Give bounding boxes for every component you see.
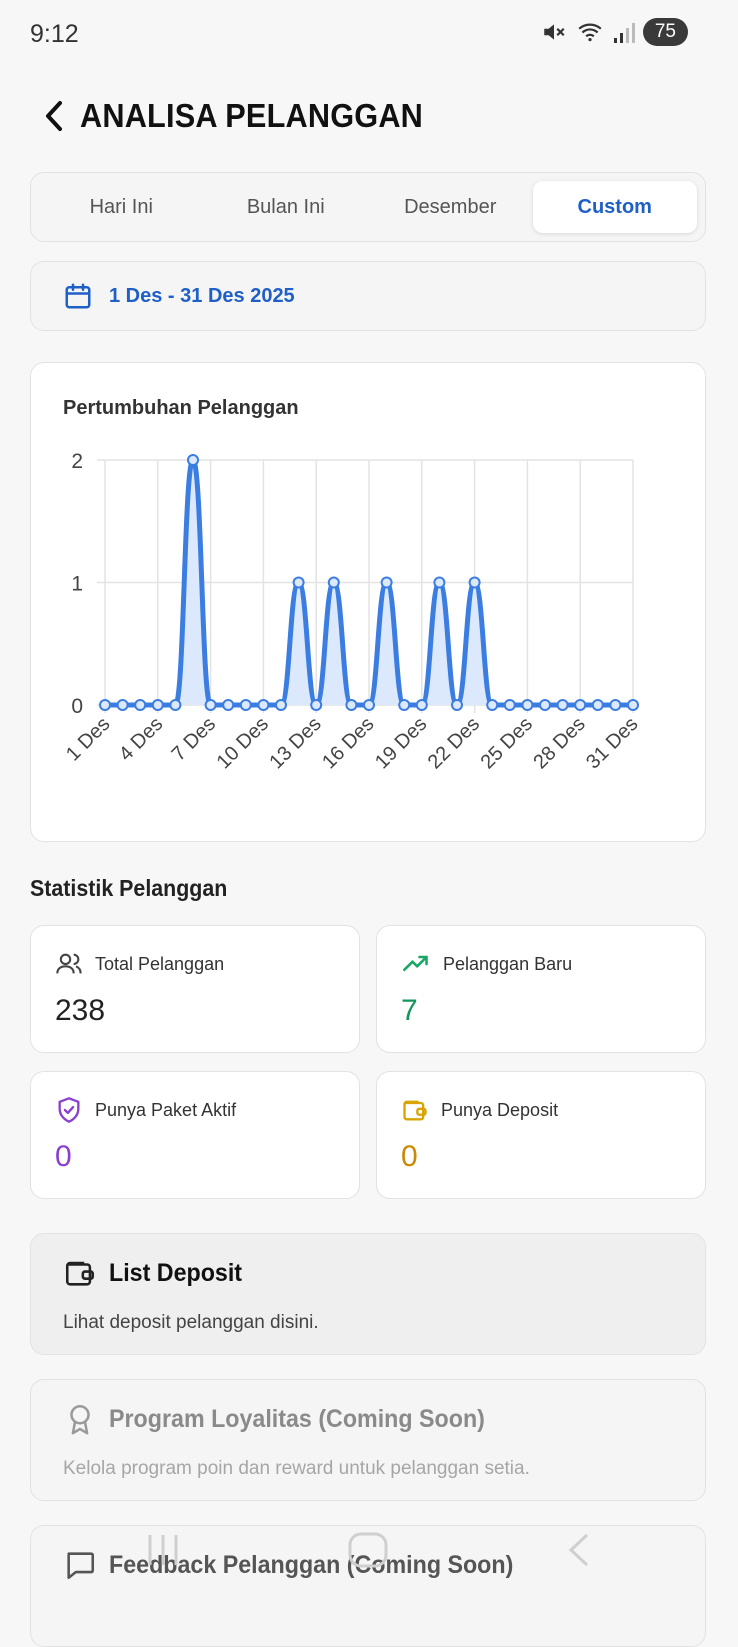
data-point <box>521 699 534 711</box>
data-point <box>239 699 252 711</box>
tab-bulan-ini[interactable]: Bulan Ini <box>246 195 325 218</box>
back-nav-icon[interactable] <box>568 1533 589 1567</box>
data-point <box>116 699 129 711</box>
x-tick-label: 31 Des <box>582 713 642 773</box>
x-tick-label: 10 Des <box>213 713 273 773</box>
program-loyalitas-title: Program Loyalitas (Coming Soon) <box>109 1404 485 1433</box>
stat-label: Punya Deposit <box>441 1099 559 1120</box>
home-icon[interactable] <box>348 1532 388 1568</box>
stat-pelanggan-baru[interactable]: Pelanggan Baru 7 <box>376 925 706 1053</box>
stat-label: Pelanggan Baru <box>443 953 573 974</box>
stat-label: Total Pelanggan <box>95 953 225 974</box>
list-deposit-title: List Deposit <box>109 1258 243 1287</box>
wallet-icon <box>65 1261 95 1286</box>
mute-icon <box>544 24 565 40</box>
stat-label: Punya Paket Aktif <box>95 1099 237 1120</box>
data-point <box>327 576 340 589</box>
program-loyalitas-desc: Kelola program poin dan reward untuk pel… <box>63 1458 530 1479</box>
stats-section-title: Statistik Pelanggan <box>30 875 228 901</box>
data-point <box>415 699 428 711</box>
chevron-left-icon <box>46 101 62 131</box>
header: ANALISA PELANGGAN <box>36 88 449 144</box>
page-title: ANALISA PELANGGAN <box>80 97 424 134</box>
users-icon <box>56 953 82 974</box>
trending-up-icon <box>403 955 428 972</box>
data-point <box>591 699 604 711</box>
data-point <box>468 576 481 589</box>
tab-hari-ini[interactable]: Hari Ini <box>89 195 153 218</box>
chart-title: Pertumbuhan Pelanggan <box>63 397 299 419</box>
data-point <box>503 699 516 711</box>
data-point <box>627 699 639 711</box>
x-tick-label: 28 Des <box>529 713 589 773</box>
data-point <box>451 699 463 711</box>
wallet-icon <box>403 1100 427 1121</box>
calendar-icon <box>65 283 91 309</box>
shield-check-icon <box>58 1097 80 1123</box>
program-loyalitas-card: Program Loyalitas (Coming Soon) Kelola p… <box>30 1379 706 1501</box>
y-tick-label: 1 <box>71 573 83 596</box>
status-time: 9:12 <box>30 20 79 48</box>
message-icon <box>67 1552 95 1580</box>
data-point <box>556 699 569 711</box>
period-tabs: Hari Ini Bulan Ini Desember Custom <box>30 172 706 242</box>
list-deposit-card[interactable]: List Deposit Lihat deposit pelanggan dis… <box>30 1233 706 1355</box>
data-point <box>222 699 235 711</box>
data-point <box>310 699 323 711</box>
data-point <box>539 699 551 711</box>
tab-custom[interactable]: Custom <box>532 181 697 233</box>
data-point <box>345 699 358 711</box>
data-point <box>134 699 147 711</box>
y-tick-label: 2 <box>71 450 83 473</box>
date-range-picker[interactable]: 1 Des - 31 Des 2025 <box>30 261 706 331</box>
data-point <box>275 699 287 711</box>
data-point <box>574 699 587 711</box>
date-range-label: 1 Des - 31 Des 2025 <box>109 284 295 307</box>
data-point <box>187 454 199 466</box>
stat-value-deposit: 0 <box>401 1140 418 1173</box>
recent-apps-icon[interactable] <box>148 1535 178 1565</box>
signal-icon <box>613 23 635 43</box>
x-tick-label: 1 Des <box>62 713 115 766</box>
data-point <box>151 699 164 711</box>
stat-value-total: 238 <box>55 994 106 1027</box>
data-point <box>398 699 411 711</box>
tab-desember[interactable]: Desember <box>404 195 497 218</box>
x-tick-label: 16 Des <box>318 713 378 773</box>
data-point <box>292 576 305 589</box>
x-tick-label: 25 Des <box>477 713 537 773</box>
stat-paket-aktif[interactable]: Punya Paket Aktif 0 <box>30 1071 360 1199</box>
data-point <box>609 699 622 711</box>
x-tick-label: 4 Des <box>115 713 168 766</box>
data-point <box>363 699 375 711</box>
award-icon <box>70 1404 90 1435</box>
data-point <box>486 699 499 711</box>
wifi-icon <box>578 23 602 42</box>
data-point <box>257 699 270 711</box>
list-deposit-desc: Lihat deposit pelanggan disini. <box>63 1312 319 1333</box>
stat-total-pelanggan[interactable]: Total Pelanggan 238 <box>30 925 360 1053</box>
stat-value-new: 7 <box>401 994 418 1027</box>
status-bar: 9:12 75 <box>0 0 738 70</box>
back-button[interactable] <box>36 88 72 144</box>
data-point <box>99 699 111 711</box>
data-point <box>380 576 393 589</box>
stat-punya-deposit[interactable]: Punya Deposit 0 <box>376 1071 706 1199</box>
system-nav-bar <box>148 1532 589 1568</box>
status-icons: 75 <box>541 18 688 46</box>
x-tick-label: 19 Des <box>371 713 431 773</box>
x-tick-label: 13 Des <box>265 713 325 773</box>
y-tick-label: 0 <box>71 695 83 718</box>
data-point <box>169 699 182 711</box>
stat-value-active-package: 0 <box>55 1140 72 1173</box>
x-tick-label: 22 Des <box>424 713 484 773</box>
data-point <box>433 576 446 589</box>
data-point <box>204 699 217 711</box>
battery-indicator: 75 <box>642 18 688 46</box>
